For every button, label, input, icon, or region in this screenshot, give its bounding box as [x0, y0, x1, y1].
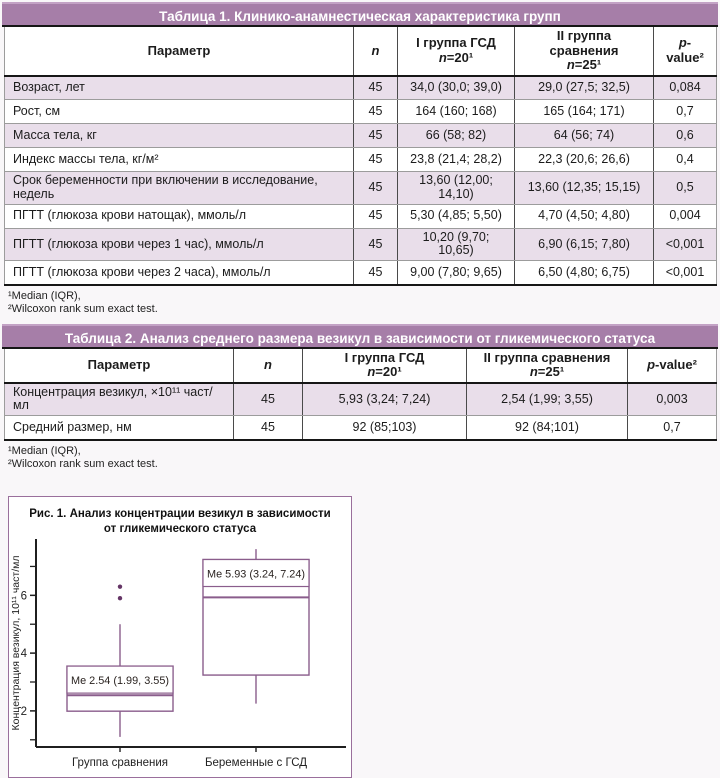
table-row: Возраст, лет 45 34,0 (30,0; 39,0) 29,0 (… — [4, 75, 717, 101]
table2-footnotes: ¹Median (IQR), ²Wilcoxon rank sum exact … — [8, 445, 718, 472]
median-annotation: Me 2.54 (1.99, 3.55) — [71, 675, 169, 687]
table-row: ПГТТ (глюкоза крови через 1 час), ммоль/… — [4, 228, 717, 262]
table2-header-row: Параметр n I группа ГСД n=20¹ II группа … — [4, 348, 717, 384]
table1: Параметр n I группа ГСД n=20¹ II группа … — [4, 27, 717, 286]
table-row: ПГТТ (глюкоза крови натощак), ммоль/л 45… — [4, 204, 717, 229]
median-annotation-box — [66, 665, 174, 694]
boxplot-chart: Концентрация везикул, 10¹¹ част/мл Me 2.5… — [10, 538, 346, 769]
y-tick-label: 2 — [21, 706, 27, 718]
x-category-label: Группа сравнения — [72, 757, 168, 769]
table-row: Масса тела, кг 45 66 (58; 82) 64 (56; 74… — [4, 123, 717, 149]
col-header-param: Параметр — [4, 348, 234, 384]
y-axis-label: Концентрация везикул, 10¹¹ част/мл — [10, 555, 22, 730]
y-tick-label: 4 — [21, 648, 28, 660]
x-category-label: Беременные с ГСД — [205, 757, 307, 769]
footnote: ¹Median (IQR), — [8, 289, 81, 302]
footnote: ²Wilcoxon rank sum exact test. — [8, 458, 158, 471]
outlier-point — [117, 595, 123, 601]
col-header-group2: II группа сравнения n=25¹ — [514, 27, 654, 77]
col-header-param: Параметр — [4, 27, 354, 77]
table-row: Срок беременности при включении в исслед… — [4, 171, 717, 205]
median-annotation-box — [202, 558, 310, 587]
table1-title: Таблица 1. Клинико-анамнестическая харак… — [159, 9, 561, 24]
y-tick-label: 6 — [21, 590, 27, 602]
col-header-pvalue: p-value² — [653, 27, 717, 77]
footnote: ²Wilcoxon rank sum exact test. — [8, 303, 158, 316]
figure-box: Рис. 1. Анализ концентрации везикул в за… — [8, 495, 352, 778]
col-header-pvalue: p-value² — [627, 348, 717, 384]
table2-title: Таблица 2. Анализ среднего размера везик… — [64, 330, 656, 346]
table-row: Рост, см 45 164 (160; 168) 165 (164; 171… — [4, 99, 717, 125]
table1-title-bar: Таблица 1. Клинико-анамнестическая харак… — [2, 2, 718, 27]
table-row: Средний размер, нм 45 92 (85;103) 92 (84… — [4, 415, 717, 441]
table-row: ПГТТ (глюкоза крови через 2 часа), ммоль… — [4, 260, 717, 286]
col-header-group1: I группа ГСД n=20¹ — [302, 348, 467, 384]
figure-title: Рис. 1. Анализ концентрации везикул в за… — [29, 507, 331, 535]
footnote: ¹Median (IQR), — [8, 444, 81, 457]
outlier-point — [117, 584, 123, 589]
col-header-n: n — [353, 27, 398, 77]
table1-header-row: Параметр n I группа ГСД n=20¹ II группа … — [4, 27, 717, 77]
median-annotation: Me 5.93 (3.24, 7.24) — [207, 568, 305, 580]
table1-footnotes: ¹Median (IQR), ²Wilcoxon rank sum exact … — [8, 290, 718, 317]
table2: Параметр n I группа ГСД n=20¹ II группа … — [4, 348, 717, 441]
col-header-group2: II группа сравнения n=25¹ — [466, 348, 628, 384]
table2-title-bar: Таблица 2. Анализ среднего размера везик… — [2, 323, 718, 349]
table-row: Концентрация везикул, ×10¹¹ част/мл 45 5… — [4, 382, 717, 417]
table-row: Индекс массы тела, кг/м² 45 23,8 (21,4; … — [4, 147, 717, 173]
col-header-group1: I группа ГСД n=20¹ — [397, 27, 515, 77]
col-header-n: n — [233, 348, 303, 384]
